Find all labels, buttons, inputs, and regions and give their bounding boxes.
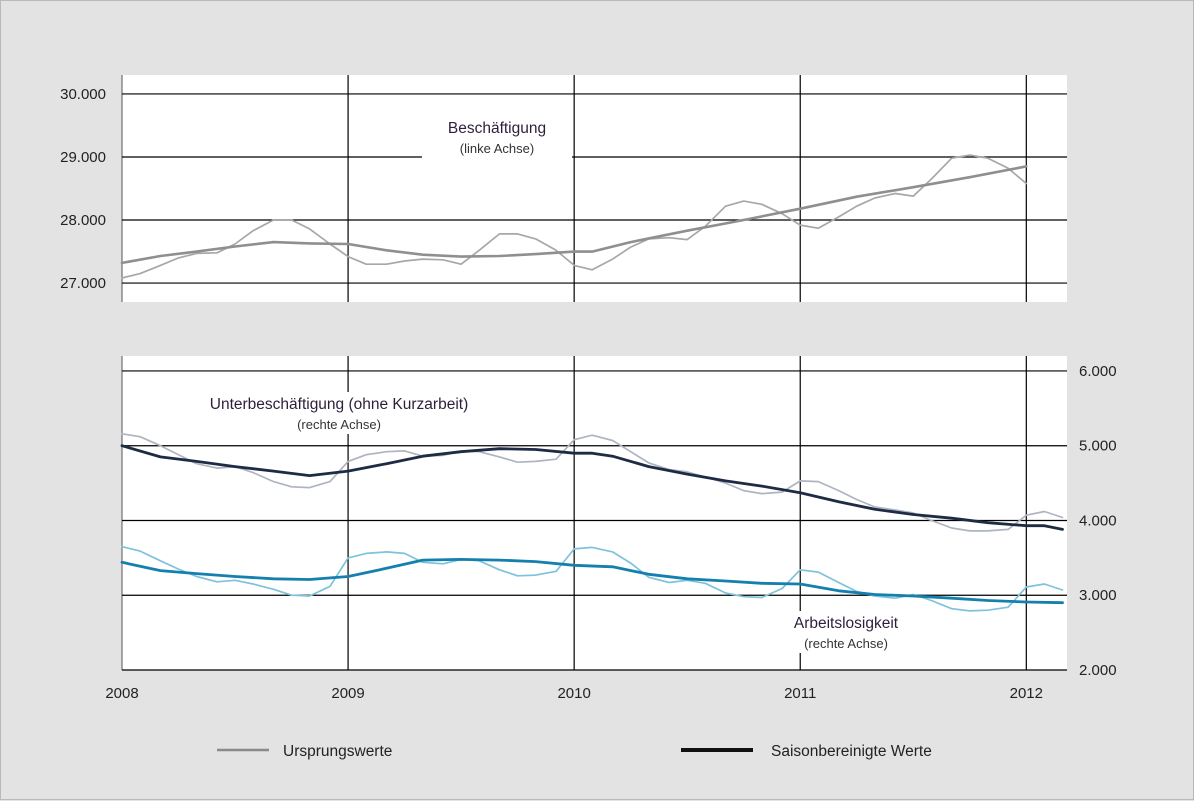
y-tick-label: 3.000 (1079, 587, 1117, 604)
unemployment-label-title: Arbeitslosigkeit (794, 615, 899, 632)
employment-panel: 30.000 29.000 28.000 27.000 Beschäftigung (li… (60, 75, 1067, 302)
x-tick-label: 2012 (1010, 685, 1043, 702)
x-tick-label: 2010 (557, 685, 590, 702)
unemployment-label-subtitle: (rechte Achse) (804, 636, 888, 651)
x-tick-label: 2008 (105, 685, 138, 702)
y-tick-label: 5.000 (1079, 438, 1117, 455)
employment-sa-line (120, 165, 1028, 265)
underemployment-label-background (149, 392, 529, 434)
employment-label-background (422, 116, 572, 158)
underemployment-sa-line (120, 444, 1064, 531)
underemployment-label-title: Unterbeschäftigung (ohne Kurzarbeit) (210, 396, 468, 413)
x-axis: 2008 2009 2010 2011 2012 (105, 685, 1043, 702)
y-tick-label: 29.000 (60, 149, 106, 166)
y-tick-label: 4.000 (1079, 512, 1117, 529)
legend-sa-label: Saisonbereinigte Werte (771, 743, 932, 760)
y-tick-label: 6.000 (1079, 363, 1117, 380)
unemployment-sa-line (120, 558, 1064, 605)
unemployment-panel: 6.000 5.000 4.000 3.000 2.000 Unterbeschäftig… (120, 356, 1117, 679)
employment-raw-line (121, 154, 1028, 279)
employment-label-subtitle: (linke Achse) (460, 141, 534, 156)
y-tick-label: 30.000 (60, 86, 106, 103)
y-tick-label: 27.000 (60, 275, 106, 292)
unemployment-label-background (761, 611, 931, 653)
legend-raw-label: Ursprungswerte (283, 743, 392, 760)
x-tick-label: 2009 (331, 685, 364, 702)
underemployment-label-subtitle: (rechte Achse) (297, 417, 381, 432)
y-tick-label: 28.000 (60, 212, 106, 229)
legend: Ursprungswerte Saisonbereinigte Werte (217, 743, 932, 760)
underemployment-raw-line (121, 432, 1064, 532)
employment-label-title: Beschäftigung (448, 120, 546, 137)
x-tick-label: 2011 (784, 685, 816, 702)
y-tick-label: 2.000 (1079, 662, 1117, 679)
